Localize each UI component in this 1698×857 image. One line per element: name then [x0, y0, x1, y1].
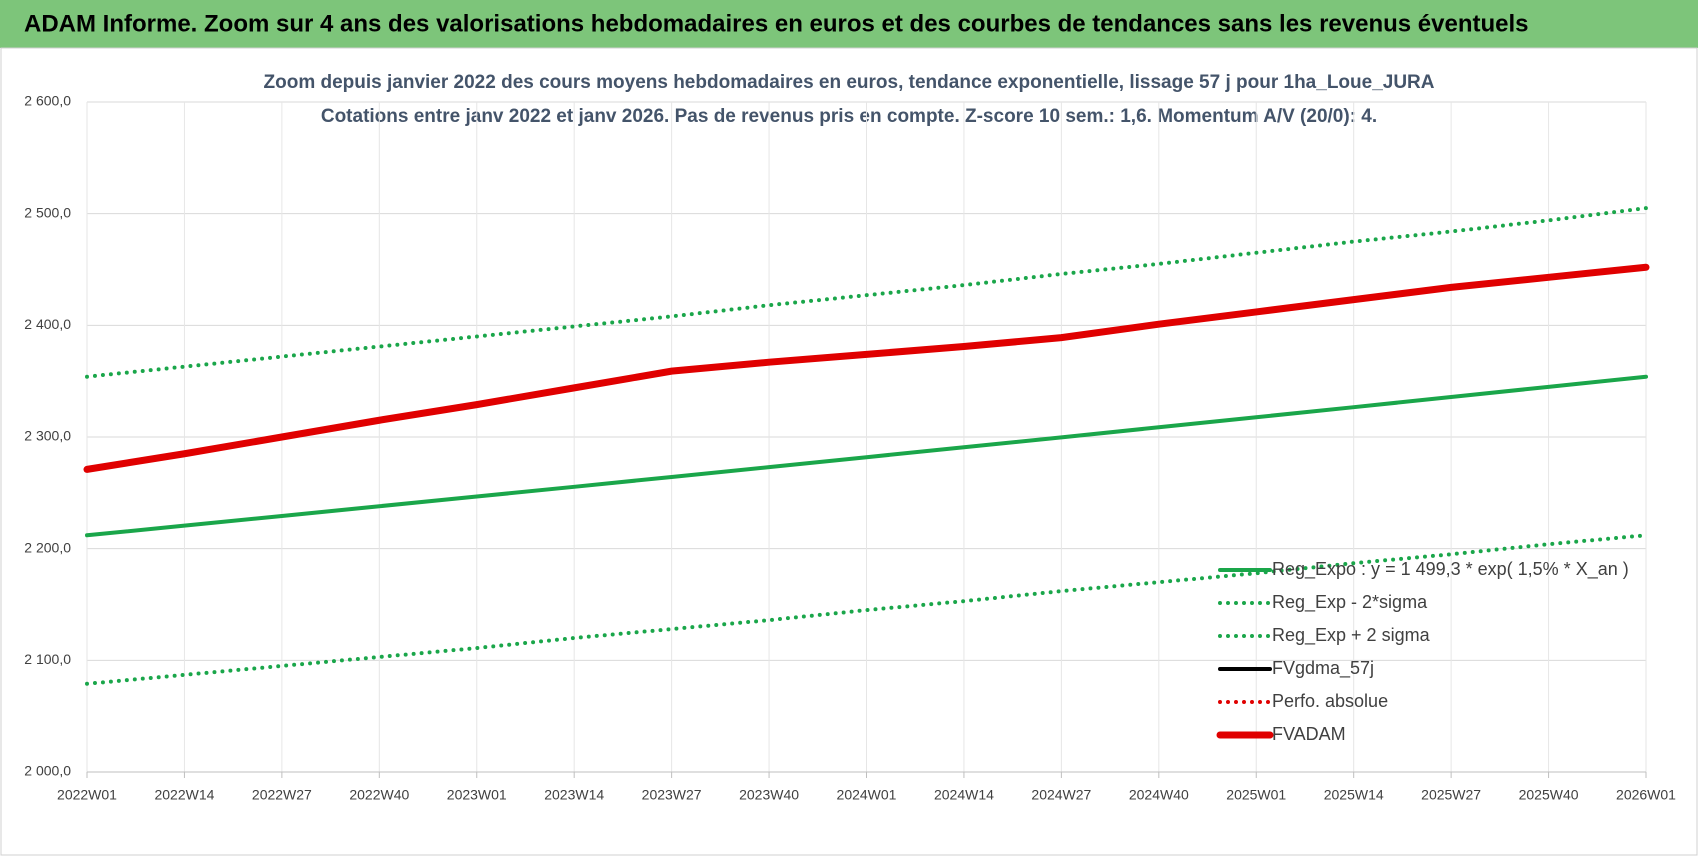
x-tick-label: 2022W40: [349, 787, 409, 803]
header-bar: [0, 0, 1698, 48]
x-tick-label: 2024W40: [1129, 787, 1189, 803]
y-tick-label: 2 400,0: [24, 316, 71, 332]
legend-label: Perfo. absolue: [1272, 691, 1388, 711]
legend-label: Reg_Exp - 2*sigma: [1272, 592, 1428, 613]
x-tick-label: 2023W14: [544, 787, 604, 803]
x-tick-label: 2025W01: [1226, 787, 1286, 803]
legend-label: Reg_Expo : y = 1 499,3 * exp( 1,5% * X_a…: [1272, 559, 1629, 580]
x-tick-label: 2024W27: [1031, 787, 1091, 803]
x-tick-label: 2025W40: [1519, 787, 1579, 803]
y-tick-label: 2 200,0: [24, 539, 71, 555]
y-tick-label: 2 000,0: [24, 763, 71, 779]
chart-title: Zoom depuis janvier 2022 des cours moyen…: [264, 72, 1435, 93]
x-tick-label: 2025W14: [1324, 787, 1384, 803]
x-tick-label: 2023W40: [739, 787, 799, 803]
series-line: [85, 374, 1648, 538]
legend-label: Reg_Exp + 2 sigma: [1272, 625, 1431, 646]
y-tick-label: 2 100,0: [24, 651, 71, 667]
x-tick-label: 2022W14: [154, 787, 214, 803]
y-tick-label: 2 300,0: [24, 428, 71, 444]
chart-subtitle: Cotations entre janv 2022 et janv 2026. …: [321, 106, 1377, 127]
header-title: ADAM Informe. Zoom sur 4 ans des valoris…: [24, 10, 1529, 37]
legend-label: FVgdma_57j: [1272, 658, 1374, 679]
chart-border: [0, 47, 1698, 856]
series-line: [83, 263, 1650, 473]
series-line: [85, 533, 1648, 686]
x-tick-label: 2025W27: [1421, 787, 1481, 803]
y-tick-label: 2 600,0: [24, 93, 71, 109]
x-tick-label: 2024W14: [934, 787, 994, 803]
x-tick-label: 2024W01: [837, 787, 897, 803]
x-tick-label: 2023W27: [642, 787, 702, 803]
x-tick-label: 2023W01: [447, 787, 507, 803]
legend-label: FVADAM: [1272, 724, 1346, 744]
x-tick-label: 2022W27: [252, 787, 312, 803]
series-line: [85, 206, 1648, 379]
x-tick-label: 2026W01: [1616, 787, 1676, 803]
y-tick-label: 2 500,0: [24, 204, 71, 220]
x-tick-label: 2022W01: [57, 787, 117, 803]
